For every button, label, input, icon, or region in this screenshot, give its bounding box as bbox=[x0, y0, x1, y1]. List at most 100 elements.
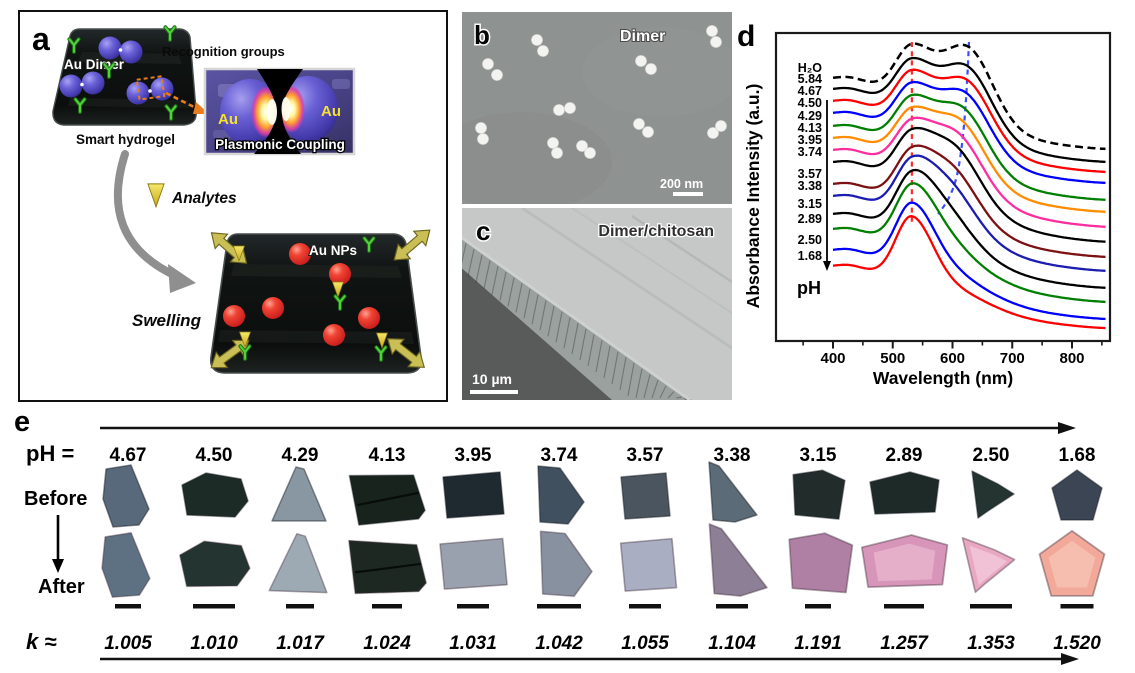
sample-scalebar bbox=[286, 604, 314, 609]
ph-value: 4.50 bbox=[196, 445, 233, 466]
ph-value: 3.95 bbox=[455, 445, 492, 466]
au-np-sphere bbox=[289, 243, 311, 265]
panel-c-letter: c bbox=[476, 216, 490, 246]
dimer-particle bbox=[707, 127, 719, 139]
x-tick-label: 600 bbox=[940, 350, 965, 367]
recognition-group-icon bbox=[164, 104, 178, 121]
dimer-particle bbox=[706, 25, 718, 37]
recognition-group-icon bbox=[102, 62, 116, 79]
spectrum-curve-3.74 bbox=[832, 126, 1106, 243]
hydrogel-before bbox=[1051, 469, 1103, 521]
panel-b-title: Dimer bbox=[620, 28, 665, 45]
ph-value: 4.13 bbox=[369, 445, 406, 466]
panel-c-scalebar-label: 10 µm bbox=[472, 371, 512, 387]
sample-scalebar bbox=[884, 604, 924, 609]
hydrogel-after bbox=[860, 534, 949, 588]
swelling-label: Swelling bbox=[132, 311, 202, 330]
sample-scalebar bbox=[372, 604, 402, 609]
hydrogel-before bbox=[971, 470, 1015, 519]
hydrogel-before bbox=[869, 471, 940, 515]
spectrum-curve-1.68 bbox=[832, 215, 1106, 330]
panel-c-title: Dimer/chitosan bbox=[598, 223, 714, 240]
series-label-3.57: 3.57 bbox=[798, 167, 822, 181]
sample-scalebar bbox=[1060, 604, 1094, 609]
y-axis-title: Absorbance Intensity (a.u.) bbox=[743, 84, 763, 309]
sample-scalebar bbox=[805, 604, 831, 609]
hydrogel-after bbox=[1038, 529, 1106, 597]
swollen-hydrogel-slab bbox=[209, 233, 423, 374]
ph-column-2.89: 2.89 1.257 bbox=[860, 445, 949, 654]
spectrum-curve-4.13 bbox=[832, 105, 1106, 213]
dimer-particle bbox=[551, 147, 563, 159]
panel-b-scalebar bbox=[673, 192, 703, 196]
dimer-particle bbox=[482, 58, 494, 70]
hydrogel-before bbox=[348, 474, 426, 526]
spectrum-curve-4.50 bbox=[832, 80, 1106, 185]
au-np-sphere bbox=[323, 324, 345, 346]
k-value: 1.191 bbox=[794, 633, 842, 654]
hydrogel-before bbox=[102, 464, 150, 528]
ph-column-1.68: 1.68 1.520 bbox=[1038, 445, 1106, 654]
ph-value: 3.74 bbox=[541, 445, 578, 466]
spectrum-curve-2.50 bbox=[832, 201, 1106, 321]
au-np-sphere bbox=[223, 305, 245, 327]
ph-column-3.74: 3.74 1.042 bbox=[535, 445, 593, 654]
au-nps-label: Au NPs bbox=[309, 243, 357, 258]
ph-value: 2.89 bbox=[886, 445, 923, 466]
k-value: 1.010 bbox=[190, 633, 238, 654]
series-label-1.68: 1.68 bbox=[798, 249, 822, 263]
ph-value: 2.50 bbox=[973, 445, 1010, 466]
x-axis-ticks: 400 500 600 700 800 bbox=[802, 341, 1103, 367]
hydrogel-after bbox=[961, 537, 1016, 594]
dimer-particle bbox=[475, 122, 487, 134]
sample-scalebar bbox=[629, 604, 661, 609]
transition-arrow bbox=[113, 150, 196, 293]
recognition-group-icon bbox=[67, 37, 81, 54]
dimer-particle bbox=[633, 118, 645, 130]
series-label-4.67: 4.67 bbox=[798, 84, 822, 98]
dimer-particle bbox=[642, 126, 654, 138]
ph-column-2.50: 2.50 1.353 bbox=[961, 445, 1016, 654]
plot-frame bbox=[774, 31, 1112, 343]
sample-scalebar bbox=[716, 604, 748, 609]
panel-c-sem-film: c Dimer/chitosan 10 µm bbox=[462, 208, 732, 400]
panel-d-letter: d bbox=[737, 20, 755, 53]
ph-value: 4.67 bbox=[110, 445, 147, 466]
recognition-group-icon bbox=[333, 294, 347, 311]
hydrogel-after bbox=[439, 537, 508, 590]
dimer-particle bbox=[491, 69, 503, 81]
ph-column-3.38: 3.38 1.104 bbox=[708, 445, 768, 654]
series-label-3.15: 3.15 bbox=[798, 197, 822, 211]
hydrogel-after bbox=[348, 539, 427, 595]
film-striations bbox=[462, 243, 688, 400]
ph-column-3.95: 3.95 1.031 bbox=[439, 445, 508, 654]
au-dimer-sphere bbox=[98, 36, 122, 60]
swelling-arrow bbox=[393, 229, 431, 261]
dimer-gap-dot bbox=[148, 89, 152, 93]
k-value: 1.257 bbox=[880, 633, 929, 654]
inset-gap-hourglass bbox=[254, 69, 303, 154]
dimer-particle bbox=[553, 104, 565, 116]
panel-e-letter: e bbox=[14, 406, 30, 438]
recognition-group-icon bbox=[163, 25, 177, 42]
dimer-particle bbox=[710, 36, 722, 48]
ph-direction-arrow bbox=[823, 100, 831, 271]
panel-a-illustration: a Au Dimer Recognition groups Smart hydr… bbox=[32, 21, 431, 374]
plasmonic-coupling-caption: Plasmonic Coupling bbox=[215, 137, 345, 152]
series-label-2.50: 2.50 bbox=[798, 233, 822, 247]
spectrum-curve-4.29 bbox=[832, 93, 1106, 201]
ph-column-3.15: 3.15 1.191 bbox=[788, 445, 854, 654]
spectrum-curve-2.89 bbox=[832, 182, 1106, 304]
recognition-group-icon bbox=[238, 344, 252, 361]
x-tick-label: 500 bbox=[880, 350, 905, 367]
recognition-group-icon bbox=[362, 236, 376, 253]
dimer-gap-dot bbox=[80, 82, 84, 87]
k-value: 1.520 bbox=[1053, 633, 1101, 654]
spectrum-curve-5.84 bbox=[832, 56, 1106, 164]
smart-hydrogel-label: Smart hydrogel bbox=[76, 132, 175, 147]
series-label-4.50: 4.50 bbox=[798, 96, 822, 110]
x-tick-label: 800 bbox=[1059, 350, 1084, 367]
panel-b-sem-dimer: b Dimer 200 nm bbox=[462, 12, 732, 204]
hydrogel-before bbox=[792, 469, 846, 520]
